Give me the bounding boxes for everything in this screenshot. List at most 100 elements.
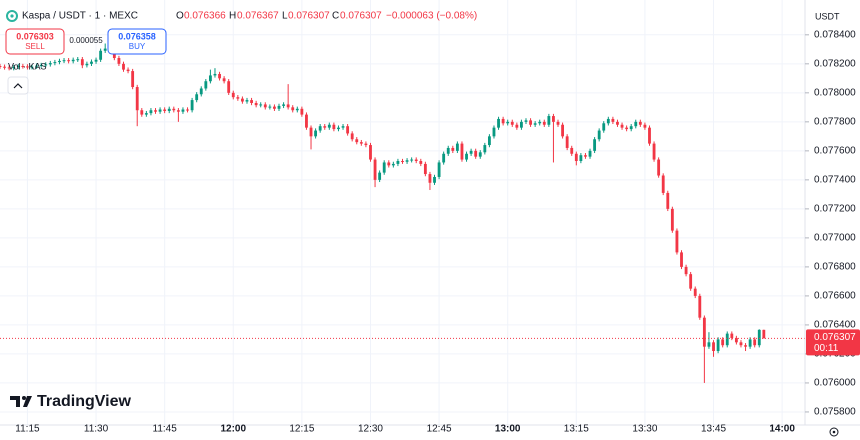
candle-body (67, 60, 71, 62)
candle-body (661, 175, 665, 193)
currency-label[interactable]: USDT (815, 11, 840, 21)
candle-body (716, 339, 720, 352)
settings-button[interactable] (829, 427, 839, 437)
open-value: 0.076366 (184, 11, 226, 22)
candle-body (689, 274, 693, 289)
close-value: 0.076307 (340, 11, 382, 22)
candle-body (90, 61, 93, 64)
candle-body (309, 127, 313, 137)
candle-body (181, 109, 185, 112)
candle-body (744, 345, 747, 347)
candle-body (282, 104, 285, 106)
y-tick-label: 0.078200 (814, 58, 856, 69)
candle-body (401, 161, 404, 163)
candle-body (474, 150, 478, 157)
candle-body (492, 127, 496, 137)
candle-body (625, 127, 629, 130)
candle-body (698, 295, 702, 318)
candle-body (570, 147, 574, 154)
candle-body (350, 133, 354, 140)
plot-area (0, 0, 805, 425)
change-value: −0.000063 (−0.08%) (386, 11, 477, 22)
x-tick-label: 11:30 (84, 424, 109, 435)
candle-body (501, 118, 505, 124)
candle-body (240, 98, 244, 102)
candle-body (158, 109, 162, 112)
candle-body (3, 66, 6, 68)
candle-body (186, 109, 189, 111)
y-tick-label: 0.077400 (814, 175, 856, 186)
low-value: 0.076307 (288, 11, 330, 22)
candle-body (277, 105, 281, 109)
candle-body (648, 127, 651, 144)
candle-body (538, 121, 542, 124)
candle-body (44, 64, 48, 66)
candle-body (263, 104, 267, 108)
candle-body (638, 121, 642, 125)
candle-body (629, 126, 633, 130)
buy-button[interactable]: 0.076358 BUY (107, 28, 167, 55)
candle-body (734, 337, 738, 343)
candle-body (378, 172, 382, 180)
candle-body (588, 150, 592, 157)
y-tick-label: 0.077000 (814, 233, 856, 244)
candle-body (574, 153, 578, 162)
candle-body (391, 163, 395, 166)
candle-body (620, 124, 624, 128)
candle-body (176, 110, 180, 112)
candle-body (208, 75, 212, 82)
countdown-label: 00:11 (814, 343, 839, 354)
candle-body (757, 329, 761, 346)
watermark-text: TradingView (37, 393, 132, 410)
candle-body (634, 121, 638, 127)
collapse-button[interactable] (7, 76, 29, 95)
candle-body (478, 152, 482, 157)
candle-body (0, 65, 2, 67)
candle-body (684, 266, 688, 275)
candle-body (405, 160, 409, 162)
y-tick-label: 0.077200 (814, 204, 856, 215)
candle-body (76, 59, 80, 61)
x-tick-label: 12:45 (427, 424, 452, 435)
candle-body (579, 155, 583, 162)
x-tick-label: 13:30 (632, 424, 657, 435)
candle-body (268, 106, 272, 108)
candle-body (245, 100, 249, 102)
candle-body (167, 108, 171, 111)
candle-body (643, 124, 647, 128)
spread: 0.000055 (69, 36, 103, 45)
candle-body (428, 174, 432, 183)
candle-body (561, 124, 565, 137)
candle-body (762, 329, 766, 339)
candle-body (199, 88, 203, 95)
candle-body (529, 120, 532, 125)
x-tick-label: 11:15 (15, 424, 40, 435)
candle-body (103, 48, 107, 51)
candle-body (58, 60, 61, 63)
candle-body (469, 150, 473, 154)
candle-body (323, 126, 327, 128)
candle-body (190, 100, 194, 111)
candle-body (135, 87, 139, 111)
y-tick-label: 0.078000 (814, 87, 856, 98)
candle-body (680, 252, 683, 267)
y-tick-label: 0.077600 (814, 145, 856, 156)
candle-body (510, 121, 514, 125)
candle-body (446, 147, 450, 154)
candle-body (382, 162, 386, 173)
low-label: L (282, 11, 288, 22)
candle-body (506, 121, 510, 124)
candle-body (606, 118, 610, 124)
sell-button[interactable]: 0.076303 SELL (5, 28, 65, 55)
candle-body (30, 66, 34, 68)
candle-body (149, 110, 153, 114)
candle-body (753, 339, 757, 346)
candle-body (35, 65, 39, 67)
candle-body (369, 145, 372, 160)
candle-body (465, 153, 468, 160)
candle-body (53, 62, 57, 64)
candle-body (419, 161, 423, 164)
candle-body (346, 126, 350, 134)
